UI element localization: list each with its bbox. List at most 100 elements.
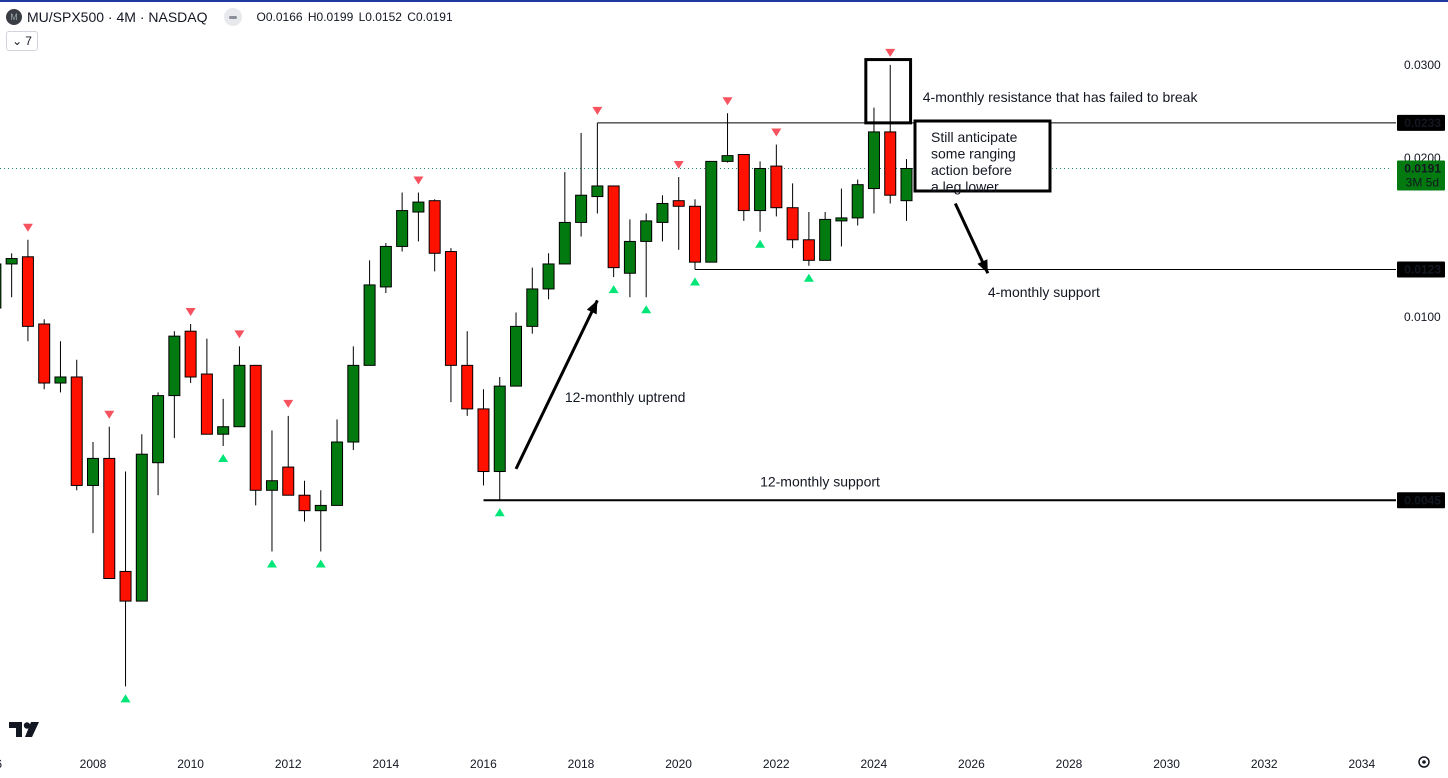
candle[interactable] bbox=[119, 471, 132, 687]
arrow-drawing[interactable] bbox=[514, 299, 599, 470]
candle[interactable] bbox=[575, 132, 588, 237]
candle-body bbox=[477, 408, 490, 473]
candle[interactable] bbox=[542, 253, 555, 300]
candle-body bbox=[87, 457, 99, 486]
candle[interactable] bbox=[21, 239, 34, 342]
candle-body bbox=[867, 131, 880, 190]
candle[interactable] bbox=[200, 338, 213, 435]
candle[interactable] bbox=[558, 172, 571, 265]
candle[interactable] bbox=[379, 243, 392, 294]
candle[interactable] bbox=[38, 319, 51, 390]
candle[interactable] bbox=[786, 183, 799, 249]
candle-body bbox=[688, 205, 701, 263]
candle-body bbox=[379, 245, 392, 288]
candle[interactable] bbox=[737, 154, 750, 221]
candle-body bbox=[526, 288, 539, 327]
candle[interactable] bbox=[477, 389, 490, 486]
candle[interactable] bbox=[526, 267, 539, 334]
candle[interactable] bbox=[672, 177, 685, 250]
candle[interactable] bbox=[867, 107, 880, 214]
candle[interactable] bbox=[5, 253, 18, 298]
pivot-low-marker-icon bbox=[608, 285, 619, 294]
candle[interactable] bbox=[249, 364, 262, 506]
gear-icon[interactable] bbox=[1418, 756, 1430, 768]
arrow-drawing[interactable] bbox=[953, 202, 990, 274]
note-box-line: a leg lower bbox=[931, 179, 999, 195]
candle[interactable] bbox=[770, 144, 783, 217]
pivot-high-marker-icon bbox=[673, 161, 684, 170]
pivot-low-marker-icon bbox=[803, 273, 814, 282]
candle[interactable] bbox=[265, 430, 278, 552]
candle[interactable] bbox=[168, 331, 181, 439]
pivot-low-marker-icon bbox=[120, 694, 131, 703]
candle[interactable] bbox=[640, 213, 653, 298]
pivot-high-marker-icon bbox=[885, 48, 896, 57]
candle[interactable] bbox=[233, 346, 246, 428]
candle[interactable] bbox=[70, 359, 83, 491]
candle[interactable] bbox=[347, 346, 360, 451]
candle-body bbox=[168, 335, 181, 397]
candle-body bbox=[70, 376, 83, 486]
candle[interactable] bbox=[428, 199, 441, 272]
price-axis[interactable]: 0.03000.02000.01000.02330.01230.00450.01… bbox=[1397, 58, 1445, 509]
candle[interactable] bbox=[900, 159, 913, 221]
candle-body bbox=[5, 258, 18, 265]
candle[interactable] bbox=[0, 257, 2, 310]
candle[interactable] bbox=[444, 248, 457, 403]
candle[interactable] bbox=[721, 113, 734, 163]
hide-legend-toggle-icon[interactable] bbox=[223, 8, 242, 26]
candle[interactable] bbox=[103, 426, 116, 580]
candle[interactable] bbox=[135, 434, 148, 602]
candle-body bbox=[770, 165, 783, 209]
bar-countdown-label: 3M 5d bbox=[1406, 175, 1439, 189]
candle[interactable] bbox=[87, 442, 99, 534]
candle[interactable] bbox=[314, 490, 327, 552]
candle[interactable] bbox=[184, 323, 197, 384]
pivot-high-marker-icon bbox=[283, 399, 294, 408]
candle[interactable] bbox=[298, 480, 311, 522]
candle[interactable] bbox=[331, 419, 344, 506]
candle-body bbox=[396, 210, 409, 247]
candle[interactable] bbox=[819, 212, 832, 261]
candle[interactable] bbox=[461, 331, 474, 416]
price-tick-label: 0.0100 bbox=[1404, 310, 1441, 324]
highlight-box[interactable] bbox=[864, 58, 913, 125]
annotation-text: 12-monthly support bbox=[760, 473, 880, 489]
candle[interactable] bbox=[396, 192, 409, 252]
pivot-high-marker-icon bbox=[185, 307, 196, 316]
indicators-collapse-button[interactable]: ⌄ 7 bbox=[6, 31, 38, 51]
candle[interactable] bbox=[412, 192, 425, 242]
candle[interactable] bbox=[705, 160, 718, 263]
candle-body bbox=[786, 207, 799, 241]
candle[interactable] bbox=[54, 341, 67, 393]
candle[interactable] bbox=[802, 212, 815, 266]
candle[interactable] bbox=[656, 195, 669, 242]
candle[interactable] bbox=[835, 188, 848, 247]
top-accent-bar bbox=[0, 0, 1448, 2]
candle-body bbox=[200, 373, 213, 435]
candle[interactable] bbox=[591, 122, 604, 214]
candle[interactable] bbox=[754, 161, 767, 232]
candle[interactable] bbox=[851, 179, 864, 226]
time-axis[interactable]: 06 2008 2010 2012 2014 2016 2018 2020 2022 2024 20… bbox=[0, 757, 1375, 771]
symbol-legend: M MU/SPX500 · 4M · NASDAQ O0.0166 H0.019… bbox=[6, 7, 453, 27]
candle[interactable] bbox=[493, 376, 506, 501]
candle[interactable] bbox=[217, 398, 230, 447]
gear-ring bbox=[1418, 756, 1430, 768]
candle[interactable] bbox=[884, 64, 897, 204]
time-tick-label: 2020 bbox=[665, 757, 692, 771]
candle[interactable] bbox=[363, 260, 376, 366]
candle[interactable] bbox=[510, 312, 523, 387]
candle[interactable] bbox=[152, 392, 165, 496]
candle[interactable] bbox=[607, 185, 620, 278]
candle-body bbox=[347, 364, 360, 443]
time-tick-label: 06 bbox=[0, 757, 2, 771]
pivot-low-marker-icon bbox=[755, 239, 766, 248]
symbol-title[interactable]: MU/SPX500 · 4M · NASDAQ bbox=[27, 9, 208, 25]
pivot-low-marker-icon bbox=[315, 559, 326, 568]
candle[interactable] bbox=[282, 415, 295, 496]
candle[interactable] bbox=[688, 199, 701, 270]
candle[interactable] bbox=[623, 219, 636, 298]
